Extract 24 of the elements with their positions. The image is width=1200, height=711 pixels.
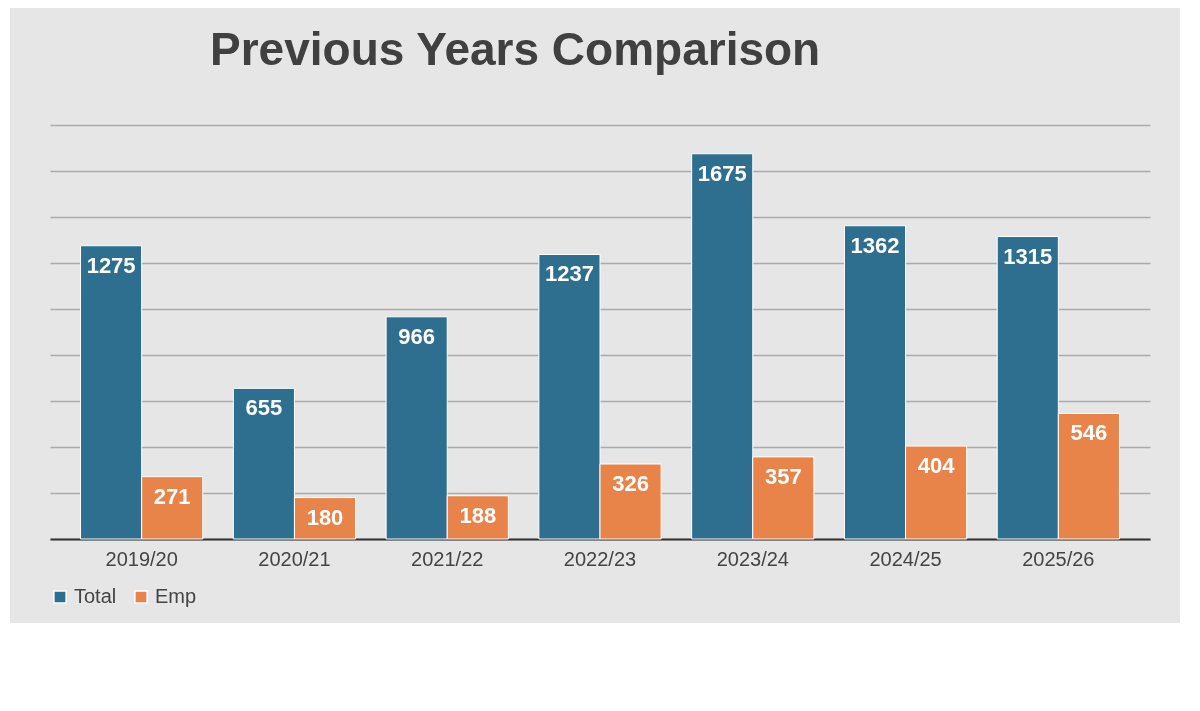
- chart-title: Previous Years Comparison: [210, 23, 821, 75]
- data-label: 546: [1070, 420, 1108, 446]
- data-label: 404: [917, 453, 956, 479]
- data-label: 188: [459, 502, 497, 528]
- legend-label: Emp: [155, 585, 197, 607]
- data-label: 1237: [544, 261, 594, 287]
- x-tick-label: 2020/21: [258, 547, 331, 570]
- data-label: 1275: [86, 252, 136, 278]
- data-label: 1675: [697, 160, 747, 186]
- legend-label: Total: [74, 585, 117, 607]
- x-tick-label: 2021/22: [411, 547, 484, 570]
- x-tick-label: 2024/25: [869, 547, 942, 570]
- data-label: 1315: [1003, 243, 1053, 269]
- data-label: 271: [153, 483, 191, 509]
- data-label: 655: [245, 395, 283, 421]
- data-label: 966: [398, 323, 436, 349]
- x-tick-label: 2025/26: [1022, 547, 1095, 570]
- x-tick-label: 2019/20: [105, 547, 178, 570]
- data-label: 326: [612, 471, 649, 497]
- data-label: 180: [306, 504, 344, 530]
- x-tick-label: 2022/23: [563, 547, 637, 570]
- x-tick-label: 2023/24: [716, 547, 789, 570]
- data-label: 357: [764, 463, 802, 489]
- data-label: 1362: [850, 232, 900, 258]
